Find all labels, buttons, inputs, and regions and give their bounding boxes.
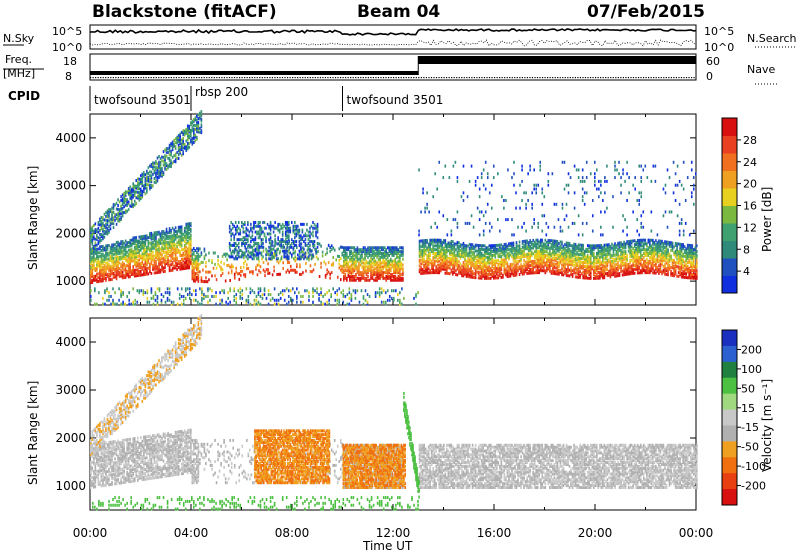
velocity-cells — [90, 314, 698, 511]
freq-tick-top: 18 — [63, 55, 77, 68]
x-tick-label: 04:00 — [174, 526, 209, 540]
nsky-label: N.Sky — [3, 32, 35, 45]
power-cbar-tick: 20 — [743, 178, 757, 191]
velocity-ylabel: Slant Range [km] — [26, 381, 40, 485]
nave-tick-top: 60 — [706, 55, 720, 68]
velocity-cbar-tick: 100 — [741, 363, 762, 376]
power-cbar-tick: 24 — [743, 156, 757, 169]
power-cbar-tick: 12 — [743, 221, 757, 234]
freq-line — [90, 71, 419, 75]
freq-line-high — [418, 56, 696, 64]
freq-frame — [89, 53, 697, 81]
power-panel: 1000 2000 3000 4000 — [55, 110, 698, 306]
x-tick-label: 00:00 — [73, 526, 108, 540]
power-cbar-label: Power [dB] — [760, 187, 774, 252]
cpid-name: rbsp 200 — [195, 85, 248, 99]
y-tick-label: 3000 — [55, 383, 86, 397]
power-cbar-tick: 28 — [743, 134, 757, 147]
y-tick-label: 2000 — [55, 431, 86, 445]
nave-tick-bottom: 0 — [706, 70, 713, 83]
velocity-cbar-tick: -200 — [741, 480, 766, 493]
y-tick-label: 4000 — [55, 131, 86, 145]
nsearch-line — [89, 39, 697, 47]
cpid-name: twofsound 3501 — [94, 93, 191, 107]
nsky-frame — [89, 24, 697, 50]
velocity-cbar-label: Velocity [m s⁻¹] — [760, 379, 774, 472]
nsky-tick-bottom: 10^0 — [52, 41, 82, 54]
power-cells — [90, 110, 698, 306]
velocity-cbar-tick: -100 — [741, 460, 766, 473]
cpid-label: CPID — [8, 89, 40, 103]
y-tick-label: 3000 — [55, 179, 86, 193]
nsky-line — [89, 28, 697, 36]
nsearch-label: N.Search — [747, 32, 797, 45]
velocity-cbar-tick: 200 — [741, 343, 762, 356]
x-tick-label: 20:00 — [578, 526, 613, 540]
nsearch-tick-bottom: 10^0 — [704, 41, 734, 54]
station-title: Blackstone (fitACF) — [92, 2, 277, 22]
velocity-cbar-tick: 15 — [741, 402, 755, 415]
power-colorbar: 4 8 12 16 20 24 28 — [721, 117, 757, 294]
cpid-name: twofsound 3501 — [347, 93, 444, 107]
freq-strip — [90, 56, 696, 79]
time-xlabel: Time UT — [362, 539, 413, 553]
velocity-cbar-tick: -50 — [741, 441, 759, 454]
x-tick-label: 16:00 — [477, 526, 512, 540]
freq-label-top: Freq. — [5, 53, 32, 66]
beam-title: Beam 04 — [357, 2, 440, 22]
freq-label-bottom: [MHz] — [3, 67, 35, 80]
freq-tick-bottom: 8 — [65, 70, 72, 83]
nsky-tick-top: 10^5 — [52, 25, 82, 38]
power-cbar-tick: 4 — [743, 265, 750, 278]
x-tick-label: 00:00 — [679, 526, 714, 540]
y-tick-label: 2000 — [55, 226, 86, 240]
x-tick-label: 08:00 — [275, 526, 310, 540]
velocity-panel: 1000 2000 3000 4000 00:00 04:00 08:00 12:00 16:0… — [55, 314, 713, 540]
y-tick-label: 1000 — [55, 479, 86, 493]
power-ylabel: Slant Range [km] — [26, 166, 40, 270]
date-title: 07/Feb/2015 — [587, 2, 705, 22]
power-cbar-tick: 8 — [743, 243, 750, 256]
nsearch-tick-top: 10^5 — [704, 25, 734, 38]
power-cbar-tick: 16 — [743, 200, 757, 213]
nave-label: Nave — [747, 63, 775, 76]
velocity-colorbar: 200 100 50 15 -15 -50 -100 -200 — [721, 329, 766, 506]
nsky-strip — [89, 28, 697, 47]
y-tick-label: 4000 — [55, 335, 86, 349]
velocity-cbar-tick: -15 — [741, 421, 759, 434]
cpid-row: twofsound 3501 rbsp 200 twofsound 3501 — [89, 85, 444, 111]
x-tick-label: 12:00 — [376, 526, 411, 540]
y-tick-label: 1000 — [55, 274, 86, 288]
velocity-cbar-tick: 50 — [741, 382, 755, 395]
